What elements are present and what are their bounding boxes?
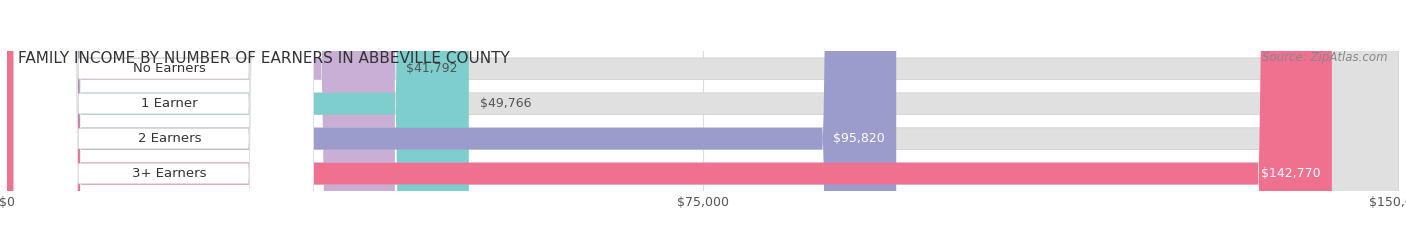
Text: $142,770: $142,770 — [1261, 167, 1320, 180]
Text: FAMILY INCOME BY NUMBER OF EARNERS IN ABBEVILLE COUNTY: FAMILY INCOME BY NUMBER OF EARNERS IN AB… — [18, 51, 510, 66]
FancyBboxPatch shape — [7, 0, 1399, 233]
FancyBboxPatch shape — [7, 0, 468, 233]
FancyBboxPatch shape — [14, 0, 314, 233]
FancyBboxPatch shape — [7, 0, 1399, 233]
Text: $41,792: $41,792 — [406, 62, 457, 75]
FancyBboxPatch shape — [7, 0, 1331, 233]
FancyBboxPatch shape — [14, 0, 314, 233]
Text: 2 Earners: 2 Earners — [138, 132, 201, 145]
Text: No Earners: No Earners — [134, 62, 207, 75]
FancyBboxPatch shape — [7, 0, 1399, 233]
FancyBboxPatch shape — [7, 0, 896, 233]
FancyBboxPatch shape — [14, 0, 314, 233]
Text: $49,766: $49,766 — [479, 97, 531, 110]
Text: Source: ZipAtlas.com: Source: ZipAtlas.com — [1263, 51, 1388, 64]
Text: 3+ Earners: 3+ Earners — [132, 167, 207, 180]
FancyBboxPatch shape — [7, 0, 395, 233]
FancyBboxPatch shape — [7, 0, 1399, 233]
FancyBboxPatch shape — [14, 0, 314, 233]
Text: 1 Earner: 1 Earner — [141, 97, 198, 110]
Text: $95,820: $95,820 — [834, 132, 884, 145]
